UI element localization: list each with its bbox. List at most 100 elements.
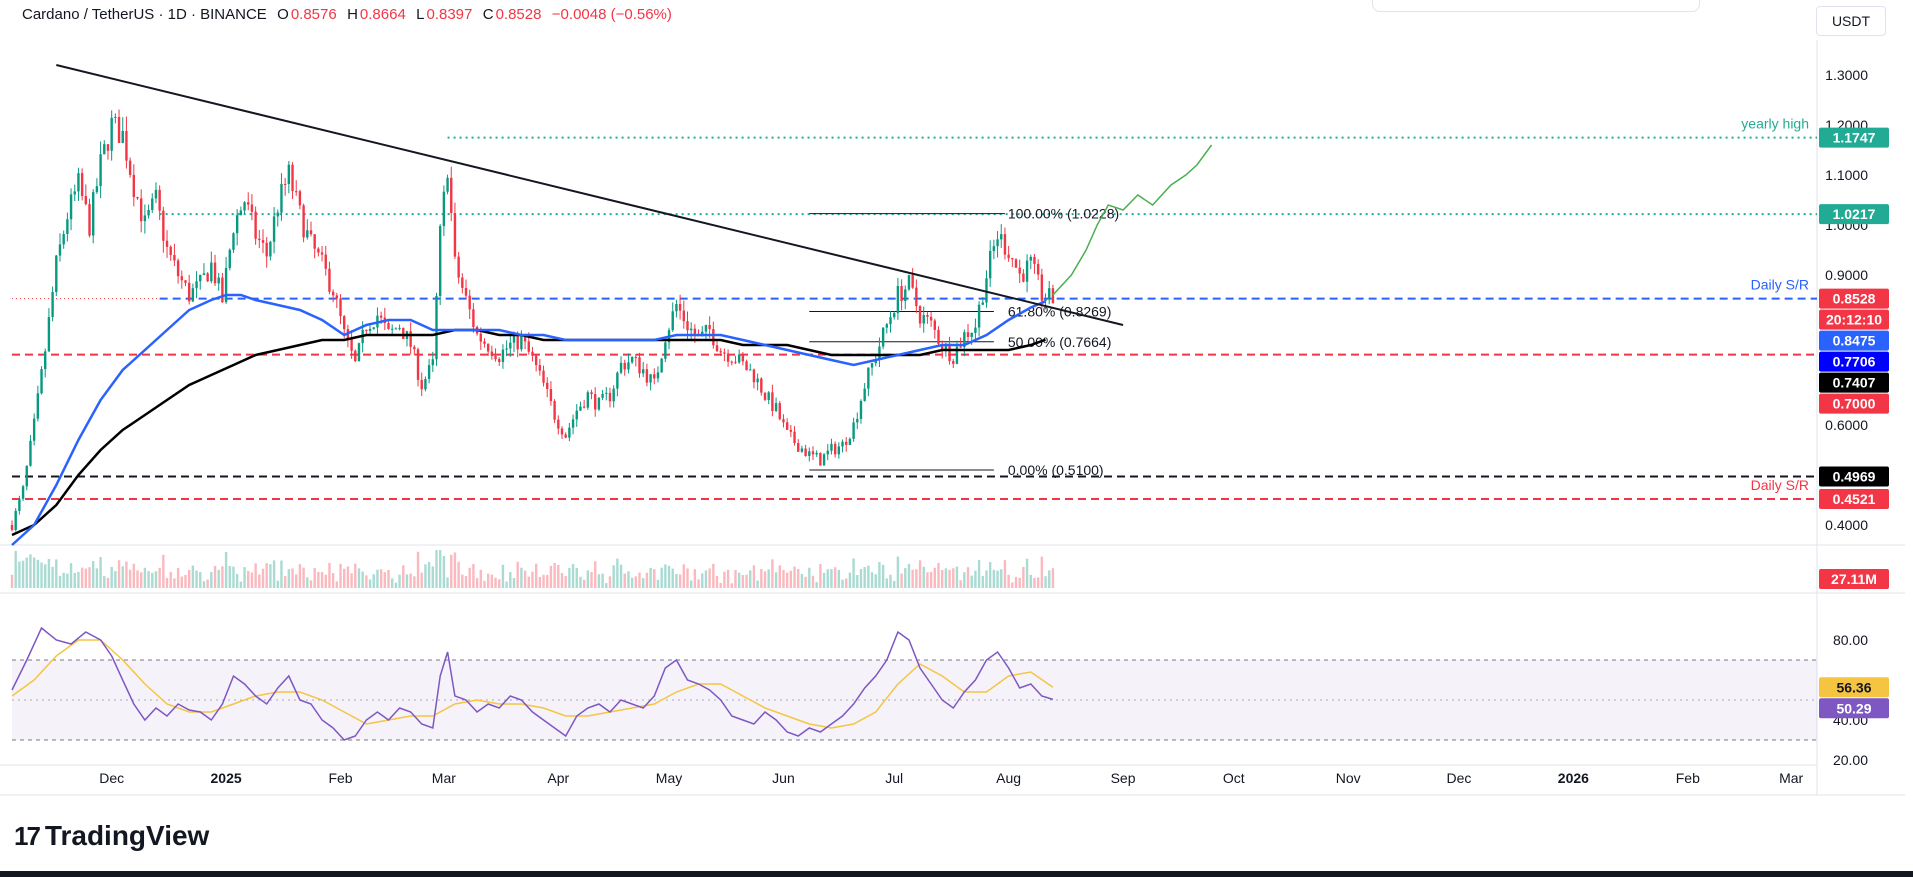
candle-body [95, 186, 99, 193]
volume-bar [331, 573, 335, 588]
candle-body [1044, 299, 1047, 301]
candle-body [298, 191, 302, 206]
change-value: −0.0048 (−0.56%) [551, 6, 672, 23]
volume-bar [405, 574, 409, 588]
volume-bar [202, 581, 206, 588]
candle-body [656, 372, 660, 379]
candle-body [856, 418, 859, 423]
candle-body [176, 260, 180, 277]
volume-bar [653, 569, 656, 588]
fib-label-2: 50.00% (0.7664) [1008, 334, 1112, 350]
volume-bar [213, 566, 217, 588]
candle-body [538, 365, 542, 371]
candle-body [121, 130, 124, 143]
volume-bar [80, 567, 84, 588]
volume-bar [498, 579, 501, 588]
volume-bar [774, 572, 778, 588]
candle-body [184, 280, 187, 283]
tradingview-logo-icon: 17 [14, 820, 41, 851]
volume-bar [44, 564, 47, 588]
candle-body [985, 278, 988, 303]
volume-bar [900, 573, 903, 588]
volume-bar [276, 580, 279, 588]
volume-bar [176, 567, 180, 588]
volume-bar [199, 571, 202, 588]
volume-bar [904, 568, 907, 588]
volume-bar [180, 576, 183, 588]
candle-body [398, 327, 401, 329]
candle-body [534, 355, 538, 366]
volume-bar [73, 572, 76, 588]
volume-bar [856, 575, 859, 588]
tradingview-logo[interactable]: 17 TradingView [14, 820, 209, 852]
candle-body [187, 282, 191, 302]
volume-bar [446, 577, 449, 588]
candle-body [634, 357, 638, 359]
volume-bar [782, 569, 785, 588]
candle-body [258, 238, 261, 241]
candle-body [789, 429, 793, 432]
candle-body [99, 154, 102, 187]
candle-body [450, 177, 453, 214]
currency-button[interactable]: USDT [1816, 6, 1886, 36]
price-tag-bg [1819, 372, 1889, 393]
volume-bar [77, 572, 80, 588]
candle-body [992, 246, 996, 252]
volume-bar [287, 569, 291, 588]
candle-body [896, 286, 900, 314]
candle-body [32, 418, 36, 441]
candle-body [542, 370, 545, 383]
candle-body [907, 275, 911, 290]
volume-bar [320, 571, 324, 588]
volume-bar [261, 568, 265, 588]
volume-bar [996, 570, 999, 588]
volume-bar [486, 573, 490, 588]
candle-body [66, 219, 69, 234]
candle-body [579, 406, 582, 411]
volume-bar [435, 550, 438, 588]
volume-bar [896, 556, 900, 588]
volume-bar [981, 576, 984, 588]
candle-body [929, 316, 933, 321]
volume-bar [390, 578, 394, 588]
volume-bar [582, 579, 586, 588]
candle-body [878, 346, 881, 360]
price-tag-label: 0.7407 [1833, 375, 1876, 391]
volume-bar [645, 572, 649, 588]
candle-body [531, 351, 534, 356]
candle-body [564, 434, 567, 438]
time-tick-label: Mar [432, 770, 456, 786]
volume-bar [723, 571, 726, 588]
volume-bar [874, 574, 877, 588]
candle-body [435, 295, 438, 360]
volume-bar [701, 573, 704, 588]
candle-body [516, 334, 519, 350]
candle-body [981, 302, 984, 305]
volume-bar [959, 580, 962, 588]
volume-bar [409, 573, 412, 588]
candle-body [254, 211, 257, 239]
candle-body [29, 440, 32, 466]
candle-body [892, 313, 896, 318]
fib-label-0: 100.00% (1.0228) [1008, 206, 1119, 222]
candle-body [461, 277, 464, 288]
volume-tag-bg [1819, 569, 1889, 589]
candle-body [959, 346, 962, 348]
volume-bar [579, 576, 582, 588]
volume-bar [974, 570, 977, 588]
candle-body [926, 315, 929, 317]
candle-body [955, 346, 959, 364]
volume-bar [99, 557, 102, 588]
volume-bar [295, 574, 298, 588]
candle-body [202, 273, 206, 275]
candle-body [464, 287, 468, 296]
candle-body [915, 287, 918, 307]
volume-bar [970, 575, 973, 588]
volume-bar [313, 568, 316, 588]
volume-bar [1025, 558, 1029, 588]
candle-body [40, 369, 43, 394]
volume-bar [162, 554, 165, 588]
candle-body [664, 342, 667, 359]
candle-body [1040, 274, 1044, 301]
